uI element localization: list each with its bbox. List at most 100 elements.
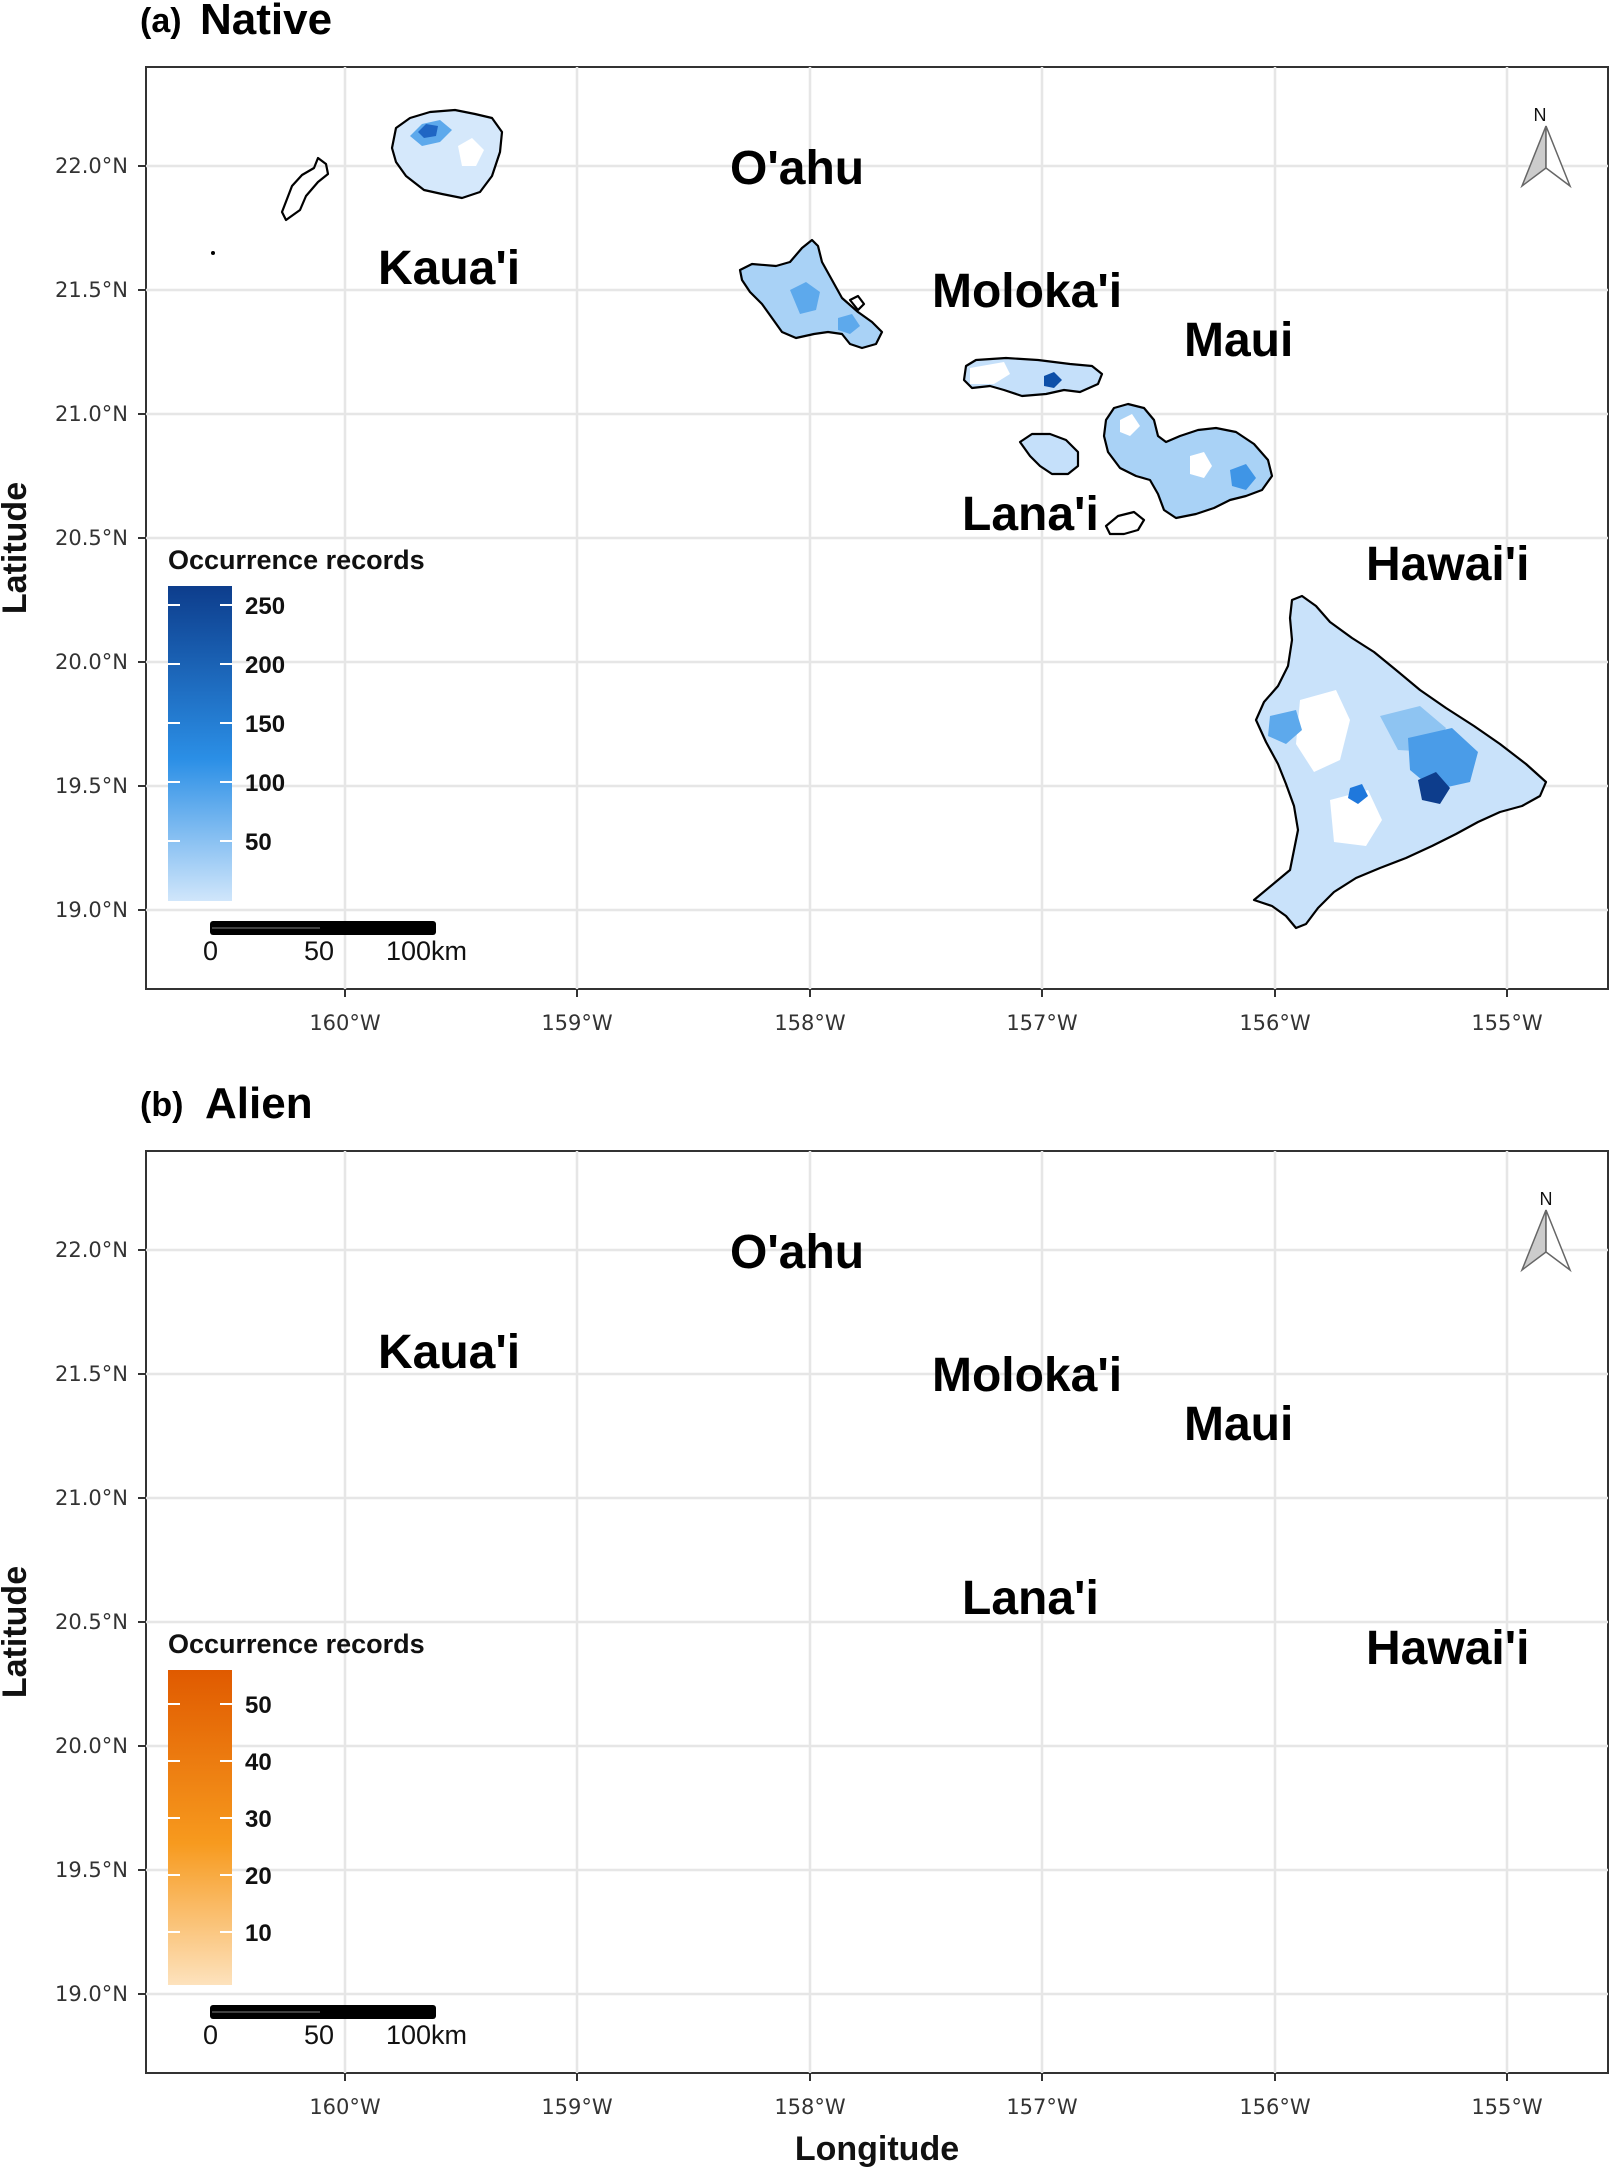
panel-native: (a) Native [0, 0, 1609, 1035]
label-maui: Maui [1184, 314, 1293, 367]
scale-label: 0 [203, 936, 218, 966]
legend-tick-label: 20 [245, 1863, 272, 1890]
legend-ticks: 250 200 150 100 50 [168, 593, 285, 856]
island-labels: Kaua'i O'ahu Moloka'i Maui Lana'i Hawai'… [378, 1226, 1529, 1675]
north-arrow: N [1520, 1189, 1572, 1273]
hex-field-empty [1190, 452, 1212, 478]
scale-bar: 0 50 100km [203, 921, 467, 966]
legend-tick-label: 10 [245, 1920, 272, 1947]
island-lanai [1018, 432, 1080, 476]
lon-tick: 157°W [1006, 2095, 1078, 2119]
scale-label: 50 [304, 2020, 334, 2050]
north-arrow-label: N [1540, 1189, 1553, 1209]
lat-tick: 20.0°N [55, 650, 128, 674]
lat-tick: 22.0°N [55, 154, 128, 178]
north-arrow-label: N [1534, 105, 1547, 125]
scale-bar-body [210, 2005, 436, 2019]
graticule [146, 1151, 1608, 2073]
lon-tick: 156°W [1239, 2095, 1311, 2119]
scale-label: 100km [386, 936, 467, 966]
lon-tick: 158°W [774, 2095, 846, 2119]
x-axis-title: Longitude [795, 2130, 959, 2168]
hex-field-mid [1230, 464, 1256, 490]
island-molokai [962, 356, 1104, 398]
label-molokai: Moloka'i [932, 1349, 1122, 1402]
legend-colorbar [168, 1670, 232, 1985]
legend-tick-label: 30 [245, 1806, 272, 1833]
island-niihau [211, 156, 330, 255]
legend-title: Occurrence records [168, 545, 425, 575]
map-frame [145, 1150, 1609, 2074]
label-kauai: Kaua'i [378, 242, 520, 295]
legend: Occurrence records 250 200 150 100 50 [168, 545, 425, 901]
island-oahu [738, 238, 884, 350]
longitude-tick-labels: 160°W 159°W 158°W 157°W 156°W 155°W [309, 2073, 1543, 2119]
label-lanai: Lana'i [962, 488, 1099, 541]
lon-tick: 157°W [1006, 1011, 1078, 1035]
hex-field-high [1044, 372, 1062, 388]
lon-tick: 159°W [541, 1011, 613, 1035]
scale-label: 100km [386, 2020, 467, 2050]
lat-tick: 21.5°N [55, 278, 128, 302]
lat-tick: 22.0°N [55, 1238, 128, 1262]
panel-title: Alien [205, 1079, 313, 1128]
legend-tick-label: 200 [245, 652, 285, 679]
legend: Occurrence records 50 40 30 20 10 [168, 1629, 425, 1985]
legend-ticks: 50 40 30 20 10 [168, 1692, 272, 1947]
lat-tick: 19.0°N [55, 1982, 128, 2006]
label-oahu: O'ahu [730, 1226, 864, 1279]
lat-tick: 19.5°N [55, 1858, 128, 1882]
legend-tick-label: 250 [245, 593, 285, 620]
island-kauai [390, 108, 504, 200]
hex-field-mid [1348, 784, 1368, 804]
north-arrow-icon [1545, 125, 1572, 189]
legend-tick-label: 100 [245, 770, 285, 797]
hex-field-mid [1408, 728, 1478, 790]
hex-field-empty [970, 362, 1010, 384]
scale-bar-body [210, 921, 436, 935]
legend-title: Occurrence records [168, 1629, 425, 1659]
hex-field-mid [838, 314, 860, 334]
label-molokai: Moloka'i [932, 265, 1122, 318]
island-labels: Kaua'i O'ahu Moloka'i Maui Lana'i Hawai'… [378, 142, 1529, 591]
latitude-tick-labels: 22.0°N 21.5°N 21.0°N 20.5°N 20.0°N 19.5°… [55, 1238, 146, 2006]
lat-tick: 20.0°N [55, 1734, 128, 1758]
lon-tick: 155°W [1471, 1011, 1543, 1035]
north-arrow: N [1520, 105, 1572, 189]
latitude-tick-labels: 22.0°N 21.5°N 21.0°N 20.5°N 20.0°N 19.5°… [55, 154, 146, 922]
graticule [146, 67, 1608, 989]
panel-tag: (a) [140, 2, 182, 40]
island-maui [1102, 402, 1274, 520]
lon-tick: 160°W [309, 1011, 381, 1035]
hex-field-low [1020, 434, 1078, 474]
y-axis-title: Latitude [0, 482, 34, 614]
scale-bar: 0 50 100km [203, 2005, 467, 2050]
legend-tick-label: 150 [245, 711, 285, 738]
longitude-tick-labels: 160°W 159°W 158°W 157°W 156°W 155°W [309, 989, 1543, 1035]
lat-tick: 19.0°N [55, 898, 128, 922]
lon-tick: 160°W [309, 2095, 381, 2119]
lon-tick: 158°W [774, 1011, 846, 1035]
panel-title: Native [200, 0, 332, 44]
hex-field-low [1104, 404, 1272, 518]
lat-tick: 21.5°N [55, 1362, 128, 1386]
label-hawaii: Hawai'i [1366, 538, 1529, 591]
lat-tick: 20.5°N [55, 1610, 128, 1634]
north-arrow-icon [1545, 1209, 1572, 1273]
scale-label: 0 [203, 2020, 218, 2050]
lon-tick: 159°W [541, 2095, 613, 2119]
hex-field-empty [1296, 690, 1350, 772]
hex-field-empty [1330, 790, 1382, 846]
label-lanai: Lana'i [962, 1572, 1099, 1625]
y-axis-title: Latitude [0, 1566, 34, 1698]
lat-tick: 21.0°N [55, 1486, 128, 1510]
hex-field-mid [790, 282, 820, 314]
island-kahoolawe [1104, 510, 1146, 536]
hex-field-low [1254, 596, 1546, 928]
lat-tick: 21.0°N [55, 402, 128, 426]
island-hawaii [1252, 594, 1548, 930]
hex-field-high [418, 124, 438, 138]
legend-tick-label: 40 [245, 1749, 272, 1776]
